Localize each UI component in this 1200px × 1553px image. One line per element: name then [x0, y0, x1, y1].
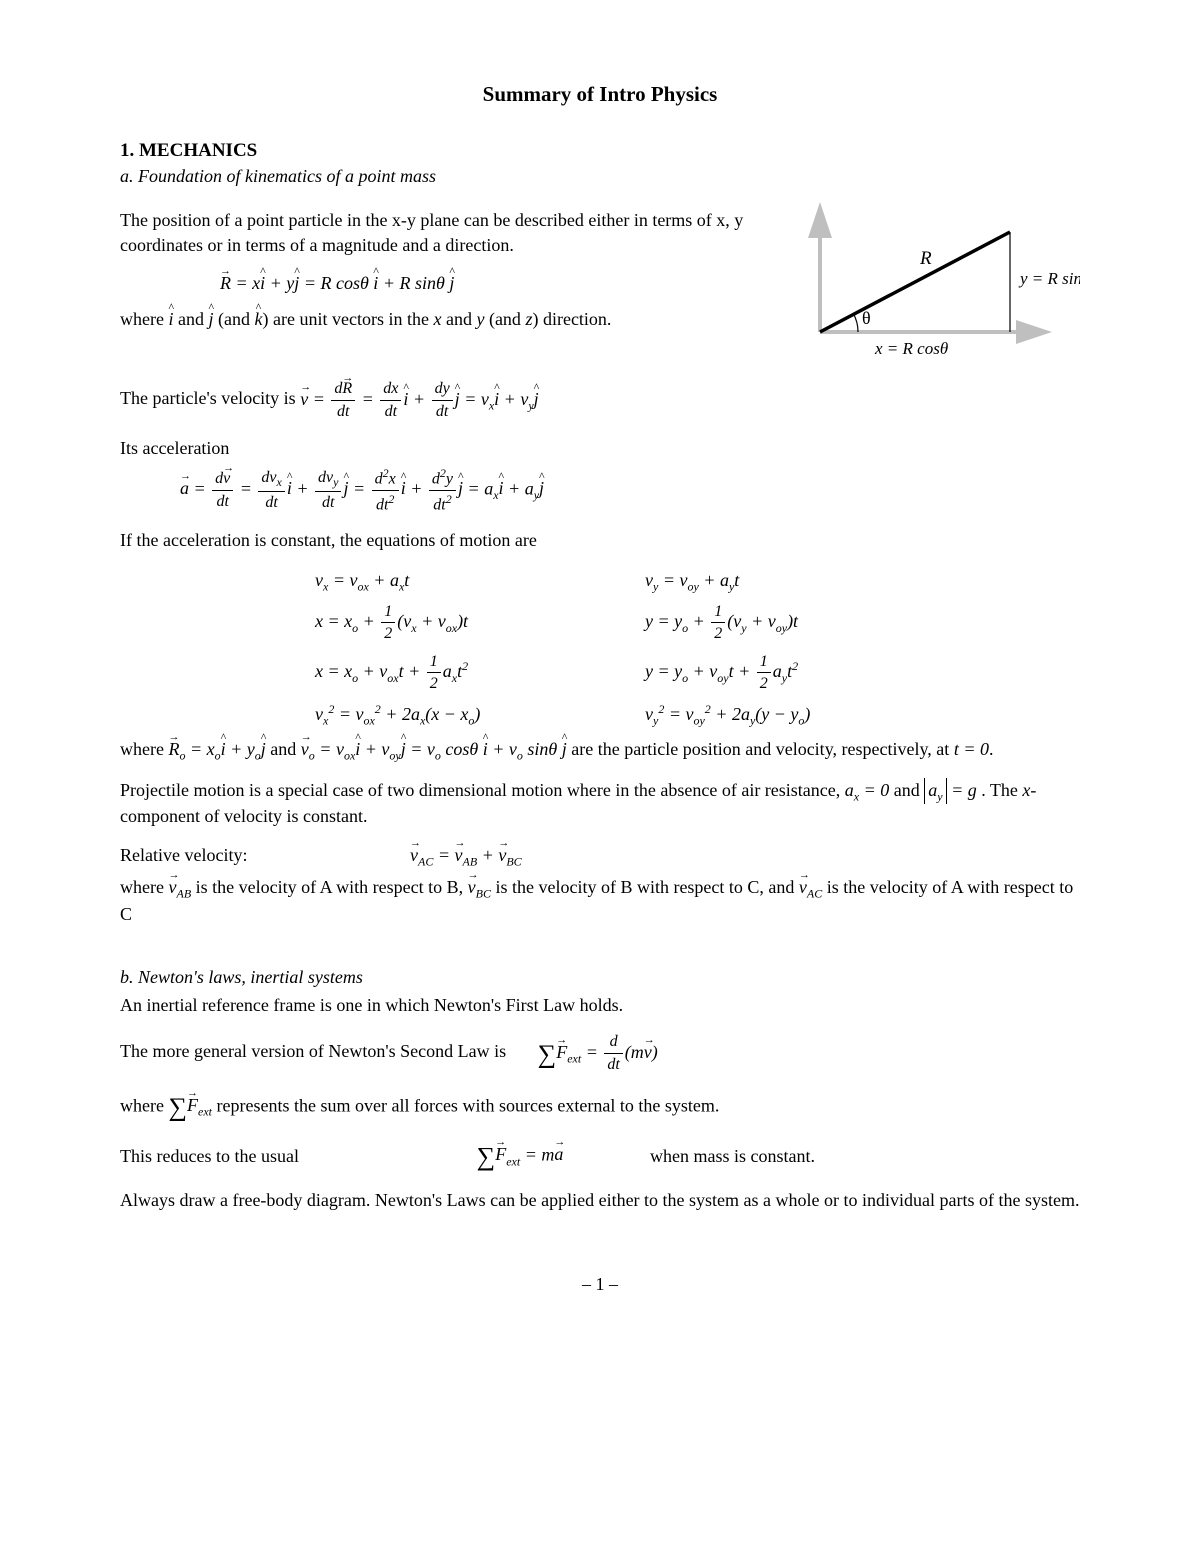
para-newton2-general: The more general version of Newton's Sec…: [120, 1031, 1080, 1075]
label-theta: θ: [862, 308, 871, 328]
para-newton2-usual: This reduces to the usual ∑Fext = ma whe…: [120, 1139, 1080, 1174]
para-position: The position of a point particle in the …: [120, 208, 760, 257]
eq-motion-block: vx = vox + axt vy = voy + ayt x = xo + 1…: [120, 566, 1080, 731]
para-accel-label: Its acceleration: [120, 436, 1080, 460]
subsection-b: b. Newton's laws, inertial systems: [120, 965, 1080, 989]
para-relative-velocity: where vAB is the velocity of A with resp…: [120, 875, 1080, 926]
page-number: – 1 –: [120, 1272, 1080, 1296]
label-x: x = R cosθ: [874, 339, 948, 358]
doc-title: Summary of Intro Physics: [120, 80, 1080, 108]
para-inertial: An inertial reference frame is one in wh…: [120, 993, 1080, 1017]
label-y: y = R sinθ: [1018, 269, 1080, 288]
para-sum-fext: where ∑Fext represents the sum over all …: [120, 1090, 1080, 1125]
subsection-a: a. Foundation of kinematics of a point m…: [120, 164, 1080, 188]
eq-acceleration: a = dvdt = dvxdti + dvydtj = d2xdt2i + d…: [180, 465, 1080, 516]
section-heading: 1. MECHANICS: [120, 138, 1080, 164]
para-unit-vectors: where i and j (and k) are unit vectors i…: [120, 307, 760, 331]
vector-diagram: R θ x = R cosθ y = R sinθ: [780, 202, 1080, 372]
para-initial-cond: where Ro = xoi + yoj and vo = voxi + voy…: [120, 737, 1080, 764]
label-R: R: [919, 248, 932, 269]
eq-position-vector: R = xi + yj = R cosθ i + R sinθ j: [220, 271, 760, 295]
para-constant-accel: If the acceleration is constant, the equ…: [120, 528, 1080, 552]
para-velocity: The particle's velocity is v = dRdt = dx…: [120, 378, 1080, 422]
para-fbd: Always draw a free-body diagram. Newton'…: [120, 1188, 1080, 1212]
para-projectile: Projectile motion is a special case of t…: [120, 778, 1080, 829]
relative-velocity-row: Relative velocity: vAC = vAB + vBC: [120, 843, 1080, 870]
